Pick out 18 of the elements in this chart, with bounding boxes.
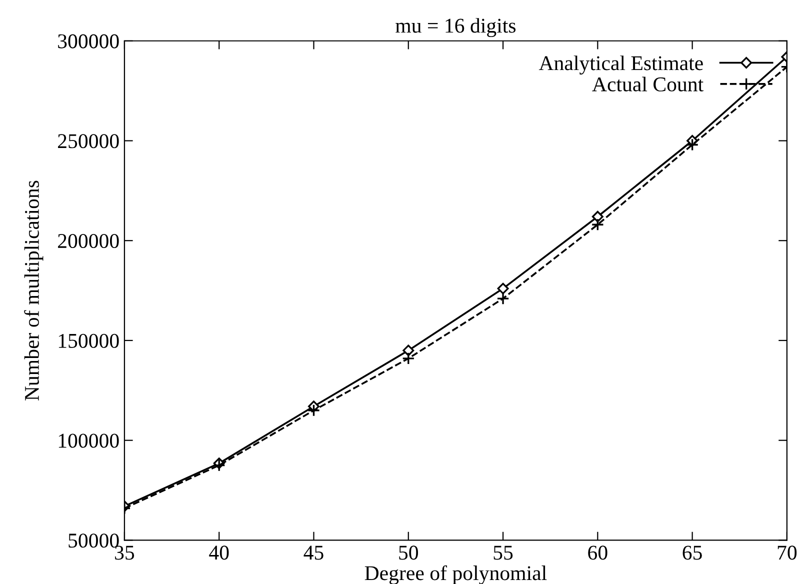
y-tick-label: 50000 [68,534,119,548]
x-tick-label: 40 [209,546,229,560]
y-axis-title: Number of multiplications [24,180,44,400]
y-tick-label: 200000 [58,234,119,248]
legend-label: Analytical Estimate [538,56,703,75]
y-tick-label: 100000 [58,434,119,448]
y-tick-label: 250000 [58,134,119,148]
x-tick-label: 70 [778,546,797,560]
y-tick-label: 150000 [58,334,119,348]
x-tick-label: 35 [115,546,134,560]
x-tick-label: 50 [399,546,418,560]
legend-label: Actual Count [592,76,704,92]
x-tick-label: 55 [494,546,513,560]
x-tick-label: 45 [304,546,324,560]
x-tick-label: 60 [588,546,608,560]
x-tick-label: 65 [682,546,702,560]
chart-title: mu = 16 digits [396,18,516,38]
y-tick-label: 300000 [58,34,119,48]
